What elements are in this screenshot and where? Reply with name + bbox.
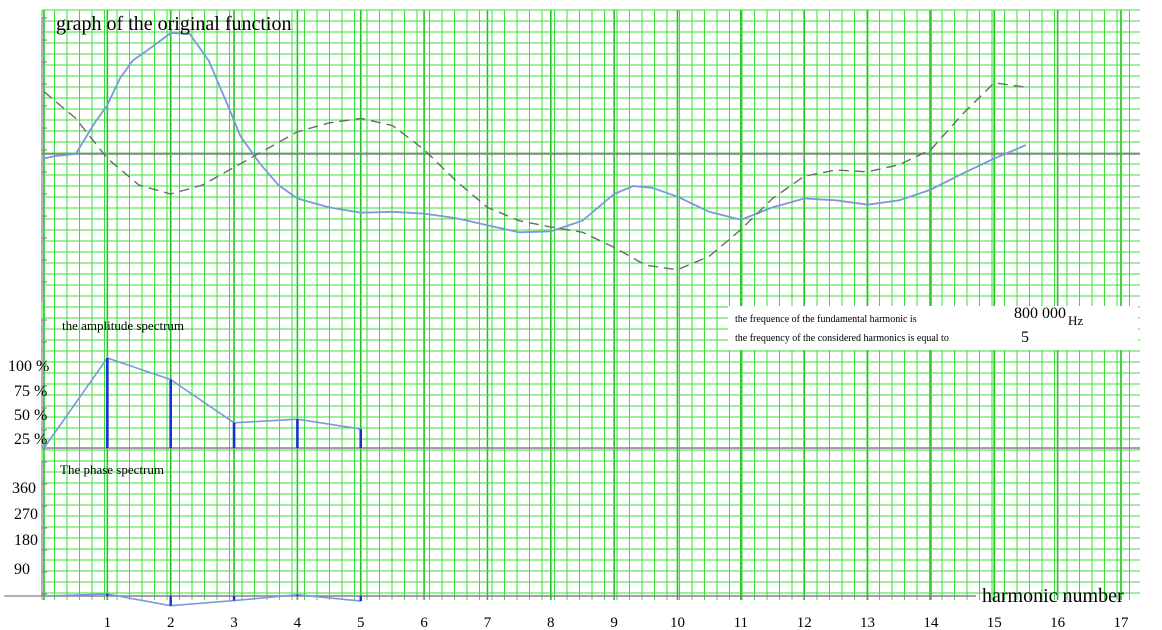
phase-line <box>43 593 361 607</box>
fundamental-frequency-value: 800 000 <box>1014 305 1066 322</box>
x-tick-label-8: 8 <box>547 615 555 630</box>
x-tick-label-4: 4 <box>294 615 302 630</box>
axes <box>4 17 1140 597</box>
original-function-title: graph of the original function <box>56 13 292 35</box>
considered-harmonics-label: the frequency of the considered harmonic… <box>735 333 949 344</box>
x-tick-label-1: 1 <box>104 615 112 630</box>
phase-tick-360: 360 <box>12 480 36 497</box>
x-tick-label-5: 5 <box>357 615 365 630</box>
x-tick-label-2: 2 <box>167 615 175 630</box>
x-tick-label-13: 13 <box>860 615 875 630</box>
x-axis-label: harmonic number <box>982 585 1124 607</box>
x-tick-label-7: 7 <box>484 615 492 630</box>
harmonic-curve-dashed <box>43 82 1026 271</box>
x-axis-ticks: 1 2 3 4 5 6 7 8 9 10 11 12 13 14 15 16 17 <box>104 615 1129 630</box>
frequency-unit: Hz <box>1068 313 1083 328</box>
considered-harmonics-value: 5 <box>1021 329 1029 346</box>
x-tick-label-3: 3 <box>230 615 238 630</box>
amplitude-tick-100: 100 % <box>8 358 49 375</box>
x-tick-label-17: 17 <box>1113 615 1129 630</box>
x-tick-label-11: 11 <box>734 615 748 630</box>
phase-spectrum-title: The phase spectrum <box>60 462 164 477</box>
amplitude-tick-50: 50 % <box>14 407 47 424</box>
x-tick-label-12: 12 <box>797 615 812 630</box>
x-tick-label-15: 15 <box>987 615 1002 630</box>
phase-tick-270: 270 <box>14 506 38 523</box>
fundamental-frequency-label: the frequence of the fundamental harmoni… <box>735 314 917 325</box>
amplitude-tick-25: 25 % <box>14 431 47 448</box>
original-function-curve <box>43 32 1027 234</box>
phase-tick-180: 180 <box>14 532 38 549</box>
amplitude-tick-75: 75 % <box>14 383 47 400</box>
amplitude-spectrum-title: the amplitude spectrum <box>62 318 184 333</box>
x-tick-label-14: 14 <box>923 615 939 630</box>
x-tick-label-10: 10 <box>670 615 685 630</box>
x-tick-label-16: 16 <box>1050 615 1066 630</box>
data-series <box>43 32 1027 607</box>
x-tick-label-9: 9 <box>610 615 618 630</box>
phase-tick-90: 90 <box>14 561 30 578</box>
x-tick-label-6: 6 <box>420 615 428 630</box>
info-panel-background <box>728 306 1138 350</box>
amplitude-envelope-line <box>43 357 361 449</box>
